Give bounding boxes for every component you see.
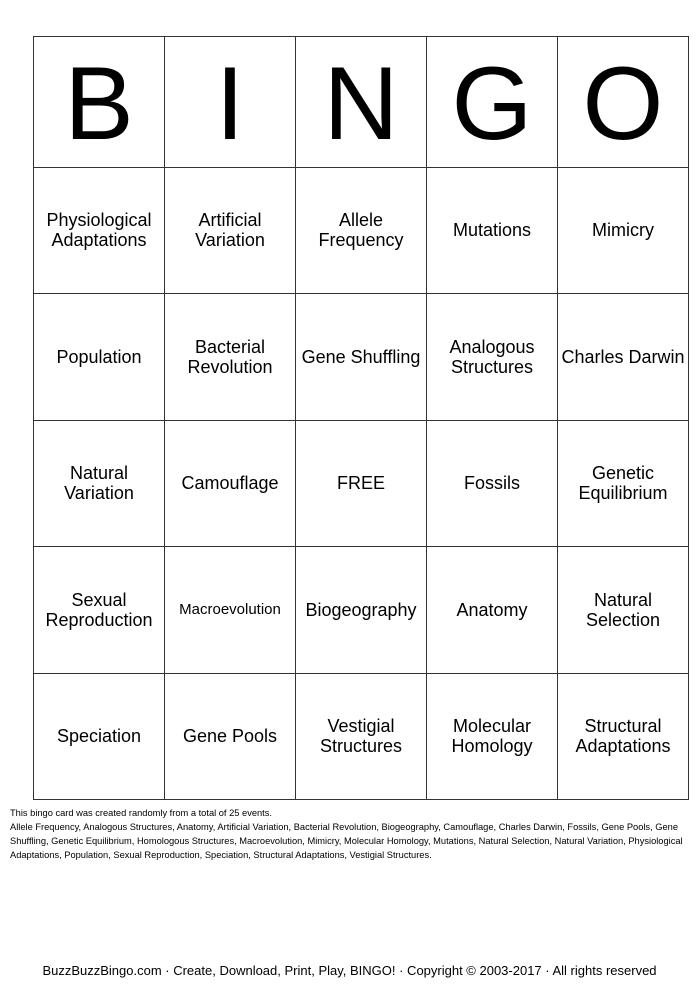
card-row: Sexual Reproduction Macroevolution Biogeog…	[33, 546, 689, 674]
card-cell: Natural Variation	[33, 419, 165, 547]
card-cell: Camouflage	[164, 419, 296, 547]
card-cell: Allele Frequency	[295, 166, 427, 294]
footer: BuzzBuzzBingo.com · Create, Download, Pr…	[42, 963, 657, 978]
card-cell: Macroevolution	[164, 546, 296, 674]
card-cell: Fossils	[426, 419, 558, 547]
card-cell: Bacterial Revolution	[164, 293, 296, 421]
header-letter: G	[426, 36, 558, 168]
card-cell: Vestigial Structures	[295, 672, 427, 800]
event-list: Allele Frequency, Analogous Structures, …	[10, 822, 683, 860]
card-cell: Charles Darwin	[557, 293, 689, 421]
header-letter: N	[295, 36, 427, 168]
card-cell: Sexual Reproduction	[33, 546, 165, 674]
card-cell: FREE	[295, 419, 427, 547]
bingo-card: B I N G O Physiological Adaptations Artif…	[33, 36, 689, 800]
header-letter: B	[33, 36, 165, 168]
card-row: Population Bacterial Revolution Gene Shuff…	[33, 293, 689, 421]
header-letter: O	[557, 36, 689, 168]
card-cell: Mutations	[426, 166, 558, 294]
card-row: Natural Variation Camouflage FREE Fossils Ge…	[33, 419, 689, 547]
card-cell: Artificial Variation	[164, 166, 296, 294]
header-row: B I N G O	[33, 36, 689, 168]
card-cell: Structural Adaptations	[557, 672, 689, 800]
card-cell: Gene Pools	[164, 672, 296, 800]
card-cell: Analogous Structures	[426, 293, 558, 421]
card-cell: Mimicry	[557, 166, 689, 294]
card-cell: Speciation	[33, 672, 165, 800]
card-cell: Molecular Homology	[426, 672, 558, 800]
card-cell: Genetic Equilibrium	[557, 419, 689, 547]
card-cell: Population	[33, 293, 165, 421]
card-row: Physiological Adaptations Artificial Vari…	[33, 166, 689, 294]
header-letter: I	[164, 36, 296, 168]
card-cell: Biogeography	[295, 546, 427, 674]
card-cell: Anatomy	[426, 546, 558, 674]
info-line: This bingo card was created randomly fro…	[10, 808, 272, 818]
card-row: Speciation Gene Pools Vestigial Structures…	[33, 672, 689, 800]
card-cell: Gene Shuffling	[295, 293, 427, 421]
card-cell: Natural Selection	[557, 546, 689, 674]
card-cell: Physiological Adaptations	[33, 166, 165, 294]
card-info: This bingo card was created randomly fro…	[10, 806, 690, 862]
